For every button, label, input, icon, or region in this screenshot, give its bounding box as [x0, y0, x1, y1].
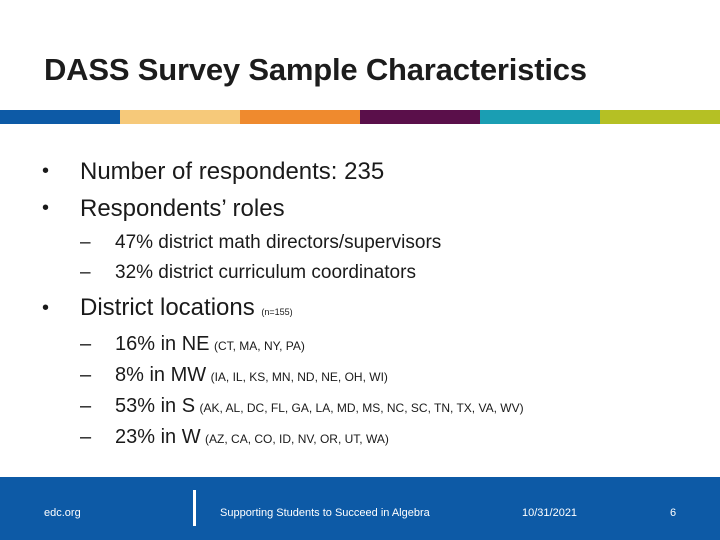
location-item-s: 53% in S (AK, AL, DC, FL, GA, LA, MD, MS… [115, 395, 524, 418]
sub-dash: – [80, 426, 92, 448]
footer-bar: edc.org Supporting Students to Succeed i… [0, 477, 720, 540]
locations-label: District locations [80, 294, 255, 321]
bullet-locations: District locations (n=155) [80, 294, 293, 322]
sub-dash: – [80, 364, 92, 386]
roles-sub-item: 32% district curriculum coordinators [115, 262, 416, 283]
sub-dash: – [80, 232, 91, 253]
bullet-dot: • [42, 197, 50, 219]
footer-tagline: Supporting Students to Succeed in Algebr… [220, 507, 430, 519]
location-states: (IA, IL, KS, MN, ND, NE, OH, WI) [210, 370, 388, 384]
location-states: (CT, MA, NY, PA) [213, 339, 305, 353]
sub-dash: – [80, 333, 92, 355]
location-item-w: 23% in W (AZ, CA, CO, ID, NV, OR, UT, WA… [115, 426, 389, 449]
roles-sub-item: 47% district math directors/supervisors [115, 232, 442, 253]
sub-dash: – [80, 262, 91, 283]
bullet-respondents: Number of respondents: 235 [80, 158, 385, 185]
footer-divider [193, 490, 196, 526]
band-segment [480, 110, 600, 124]
location-item-ne: 16% in NE (CT, MA, NY, PA) [115, 333, 305, 356]
footer-date: 10/31/2021 [522, 507, 578, 519]
band-segment [240, 110, 360, 124]
location-item-mw: 8% in MW (IA, IL, KS, MN, ND, NE, OH, WI… [115, 364, 388, 387]
band-segment [600, 110, 720, 124]
location-states: (AZ, CA, CO, ID, NV, OR, UT, WA) [205, 432, 389, 446]
location-states: (AK, AL, DC, FL, GA, LA, MD, MS, NC, SC,… [199, 401, 524, 415]
location-main: 8% in MW [115, 364, 207, 386]
footer-site: edc.org [44, 507, 81, 519]
location-main: 16% in NE [115, 333, 210, 355]
locations-note: (n=155) [261, 307, 293, 317]
band-segment [0, 110, 120, 124]
location-main: 23% in W [115, 426, 201, 448]
band-segment [120, 110, 240, 124]
bullet-dot: • [42, 160, 50, 182]
bullet-roles: Respondents’ roles [80, 195, 285, 222]
band-segment [360, 110, 480, 124]
sub-dash: – [80, 395, 92, 417]
slide-title: DASS Survey Sample Characteristics [44, 52, 587, 87]
page-number: 6 [670, 507, 677, 519]
location-main: 53% in S [115, 395, 196, 417]
bullet-dot: • [42, 297, 50, 319]
color-band [0, 110, 720, 124]
